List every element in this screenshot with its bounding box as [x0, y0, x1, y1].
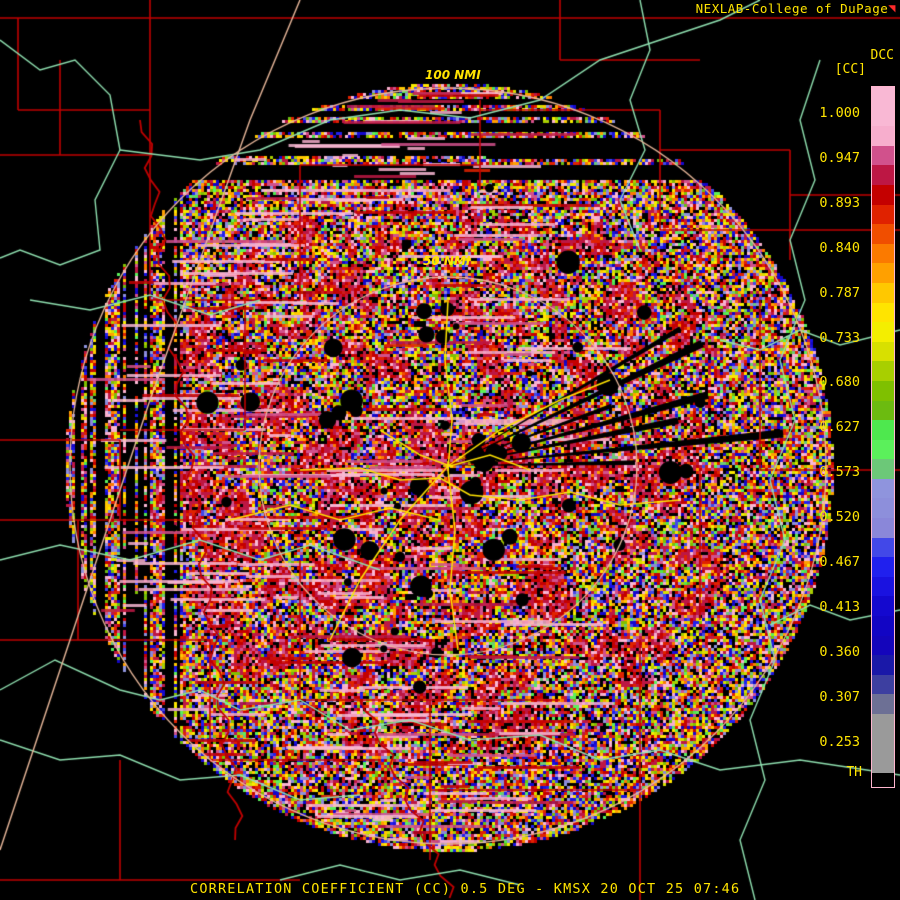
cod-logo-icon: ◥ [888, 1, 896, 15]
header-title: NEXLAB-College of DuPage [695, 1, 889, 16]
colorbar-segment [872, 420, 894, 440]
colorbar-segment [872, 753, 894, 773]
colorbar-tick-label: 0.360 [819, 643, 860, 660]
colorbar-segment [872, 322, 894, 342]
colorbar-segment [872, 518, 894, 538]
product-status-bar: CORRELATION COEFFICIENT (CC) 0.5 DEG - K… [190, 881, 741, 897]
colorbar-tick-label: 0.840 [819, 239, 860, 256]
colorbar-tick-label: 0.520 [819, 509, 860, 526]
colorbar-segment [872, 361, 894, 381]
colorbar-tick-label: 0.413 [819, 598, 860, 615]
colorbar-segment [872, 576, 894, 597]
colorbar-tick-label: 1.000 [819, 105, 860, 121]
colorbar-segment [872, 87, 894, 107]
colorbar-segment [872, 439, 894, 460]
colorbar-tick-label: 0.627 [819, 419, 860, 436]
colorbar-segment [872, 243, 894, 264]
colorbar-tick-label: 0.787 [819, 284, 860, 301]
colorbar-segment [872, 302, 894, 323]
nexlab-header: NEXLAB-College of DuPage◥ [696, 1, 896, 16]
colorbar-segment [872, 341, 894, 362]
colorbar-segment [872, 106, 894, 127]
colorbar-tick-label: 0.680 [819, 374, 860, 391]
colorbar-segment [872, 694, 894, 714]
colorbar-segment [872, 478, 894, 499]
colorbar-segment [872, 282, 894, 303]
colorbar-tick-label: 0.467 [819, 554, 860, 570]
colorbar-segment [872, 126, 894, 146]
colorbar-segment [872, 635, 894, 656]
colorbar-segment [872, 498, 894, 519]
colorbar-segment [872, 674, 894, 695]
colorbar-tick-label: 0.733 [819, 329, 860, 346]
colorbar-tick-label: 0.253 [819, 733, 860, 750]
colorbar-segment [872, 459, 894, 479]
colorbar-segment [872, 165, 894, 185]
colorbar-units: [CC] [834, 62, 866, 77]
colorbar-segment [872, 733, 894, 754]
colorbar-tick-label: 0.893 [819, 194, 860, 211]
range-ring-label-100: 100 NMI [425, 68, 481, 82]
colorbar[interactable] [871, 86, 895, 788]
colorbar-segment [872, 557, 894, 577]
colorbar-segment [872, 596, 894, 617]
colorbar-segment [872, 145, 894, 166]
colorbar-segment [872, 655, 894, 675]
colorbar-title: DCC [870, 48, 894, 63]
colorbar-tick-label: 0.947 [819, 149, 860, 166]
colorbar-tick-label: 0.573 [819, 464, 860, 481]
colorbar-segment [872, 204, 894, 225]
colorbar-segment [872, 380, 894, 401]
colorbar-segment [872, 184, 894, 205]
colorbar-segment [872, 263, 894, 283]
range-ring-label-50: 50 NMI [423, 254, 471, 268]
colorbar-no-data-segment [872, 772, 894, 787]
colorbar-segment [872, 400, 894, 421]
colorbar-threshold-label: TH [846, 765, 862, 780]
colorbar-segment [872, 616, 894, 636]
colorbar-segment [872, 224, 894, 244]
colorbar-segment [872, 714, 894, 734]
colorbar-segment [872, 537, 894, 558]
colorbar-tick-label: 0.307 [819, 688, 860, 705]
